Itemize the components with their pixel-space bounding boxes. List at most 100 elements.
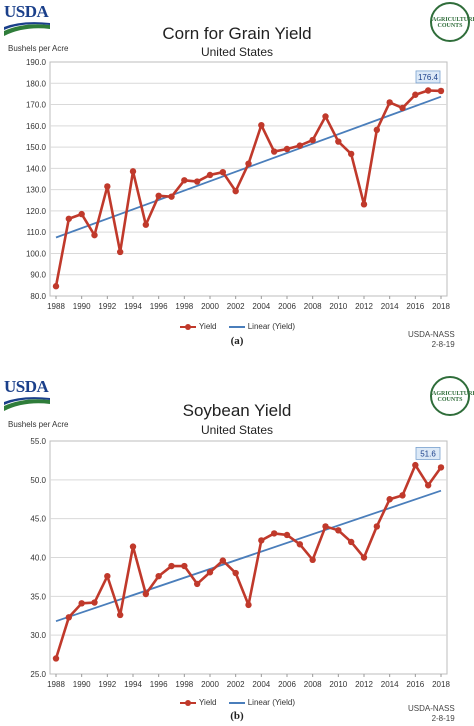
usda-logo-text: USDA bbox=[4, 2, 49, 21]
usda-logo: USDA bbox=[4, 377, 50, 413]
yield-point bbox=[116, 611, 124, 619]
y-tick-label: 40.0 bbox=[30, 554, 46, 563]
x-tick-label: 2008 bbox=[304, 680, 322, 689]
yield-point bbox=[347, 150, 355, 158]
yield-point bbox=[424, 482, 432, 489]
yield-point bbox=[283, 145, 291, 153]
source-agency: USDA-NASS bbox=[408, 704, 455, 713]
yield-point bbox=[412, 91, 419, 98]
yield-point bbox=[296, 142, 304, 149]
agriculture-counts-seal: AGRICULTURE COUNTS bbox=[430, 376, 474, 416]
yield-point bbox=[142, 221, 150, 228]
legend-item-yield: Yield bbox=[180, 698, 217, 707]
x-tick-label: 2012 bbox=[355, 680, 373, 689]
yield-point bbox=[129, 543, 137, 550]
yield-point bbox=[219, 168, 227, 176]
legend-label-yield: Yield bbox=[199, 698, 217, 707]
legend-item-linear: Linear (Yield) bbox=[228, 322, 295, 331]
x-tick-label: 1998 bbox=[175, 302, 193, 311]
x-tick-label: 2000 bbox=[201, 680, 219, 689]
x-tick-label: 1996 bbox=[150, 680, 168, 689]
yield-point bbox=[232, 569, 239, 577]
yield-point bbox=[412, 461, 419, 469]
data-label: 51.6 bbox=[420, 449, 436, 458]
yield-point bbox=[258, 121, 265, 129]
usda-logo-text: USDA bbox=[4, 377, 49, 396]
source-date: 2-8-19 bbox=[431, 340, 455, 349]
x-tick-label: 2016 bbox=[406, 680, 424, 689]
yield-point bbox=[142, 590, 150, 598]
yield-point bbox=[181, 177, 188, 184]
corn-chart-plot: 80.0 90.0 100.0 110.0 120.0 130.0 140.0 150.0 16… bbox=[26, 58, 450, 311]
usda-logo-swoosh bbox=[4, 22, 50, 36]
seal-text: AGRICULTURE COUNTS bbox=[432, 17, 474, 29]
yield-point bbox=[399, 492, 406, 499]
yield-point bbox=[335, 527, 342, 534]
panel-label: (a) bbox=[230, 335, 244, 347]
x-tick-label: 1990 bbox=[73, 680, 91, 689]
yield-point bbox=[104, 183, 111, 190]
seal-text: AGRICULTURE COUNTS bbox=[432, 391, 474, 403]
yield-point bbox=[78, 210, 85, 218]
x-tick-label: 1990 bbox=[73, 302, 91, 311]
y-tick-label: 100.0 bbox=[26, 249, 47, 258]
chart-subtitle: United States bbox=[200, 45, 274, 59]
y-tick-label: 130.0 bbox=[26, 186, 47, 195]
source-agency: USDA-NASS bbox=[408, 330, 455, 339]
y-tick-label: 25.0 bbox=[30, 670, 46, 679]
yield-point bbox=[91, 231, 98, 239]
x-tick-label: 2012 bbox=[355, 302, 373, 311]
panel-label: (b) bbox=[230, 710, 244, 722]
yield-point bbox=[399, 104, 406, 112]
yield-point bbox=[116, 248, 124, 256]
x-tick-label: 1998 bbox=[175, 680, 193, 689]
agriculture-counts-seal: AGRICULTURE COUNTS bbox=[430, 2, 474, 42]
legend-item-yield: Yield bbox=[180, 322, 217, 331]
x-tick-label: 2016 bbox=[406, 302, 424, 311]
y-tick-label: 30.0 bbox=[30, 631, 46, 640]
yield-point bbox=[181, 562, 188, 570]
x-tick-label: 2000 bbox=[201, 302, 219, 311]
yield-point bbox=[424, 87, 432, 94]
usda-logo-swoosh bbox=[4, 397, 50, 411]
y-tick-label: 170.0 bbox=[26, 101, 47, 110]
yield-point bbox=[155, 572, 162, 580]
x-tick-label: 2004 bbox=[252, 302, 270, 311]
chart-subtitle: United States bbox=[200, 423, 274, 437]
x-tick-label: 2014 bbox=[381, 680, 399, 689]
yield-point bbox=[91, 599, 98, 606]
yield-point bbox=[129, 168, 137, 175]
chart-title: Soybean Yield bbox=[182, 401, 292, 420]
yield-point bbox=[104, 572, 111, 580]
yield-point bbox=[219, 557, 227, 564]
data-label: 176.4 bbox=[418, 73, 439, 82]
yield-point bbox=[322, 523, 329, 530]
yield-point bbox=[245, 160, 252, 167]
yield-point bbox=[347, 538, 355, 546]
x-tick-label: 2004 bbox=[252, 680, 270, 689]
yield-point bbox=[360, 554, 368, 561]
soybean-chart-plot: 25.0 30.0 35.0 40.0 45.0 50.0 55.0 1988 1990 1992… bbox=[30, 437, 450, 689]
y-tick-label: 150.0 bbox=[26, 143, 47, 152]
x-tick-label: 2018 bbox=[432, 680, 450, 689]
y-tick-label: 35.0 bbox=[30, 592, 46, 601]
x-tick-label: 1992 bbox=[98, 680, 116, 689]
yield-point bbox=[437, 87, 445, 95]
x-tick-label: 2006 bbox=[278, 302, 296, 311]
yield-point bbox=[270, 530, 278, 537]
yield-point bbox=[65, 215, 73, 222]
x-tick-label: 1992 bbox=[98, 302, 116, 311]
corn-chart-panel: USDA AGRICULTURE COUNTS Corn for Grain Y… bbox=[4, 2, 474, 349]
yield-point bbox=[335, 138, 342, 145]
x-tick-label: 2002 bbox=[227, 680, 245, 689]
yield-point bbox=[52, 655, 60, 662]
legend-label-linear: Linear (Yield) bbox=[247, 698, 296, 707]
soybean-chart-panel: USDA AGRICULTURE COUNTS Soybean Yield Un… bbox=[0, 363, 474, 726]
x-tick-label: 2006 bbox=[278, 680, 296, 689]
plot-area bbox=[49, 61, 448, 297]
yield-point bbox=[52, 283, 60, 290]
trend-line bbox=[55, 489, 442, 623]
chart-legend: Yield Linear (Yield) bbox=[180, 698, 305, 707]
y-tick-label: 45.0 bbox=[30, 515, 46, 524]
x-tick-label: 2008 bbox=[304, 302, 322, 311]
